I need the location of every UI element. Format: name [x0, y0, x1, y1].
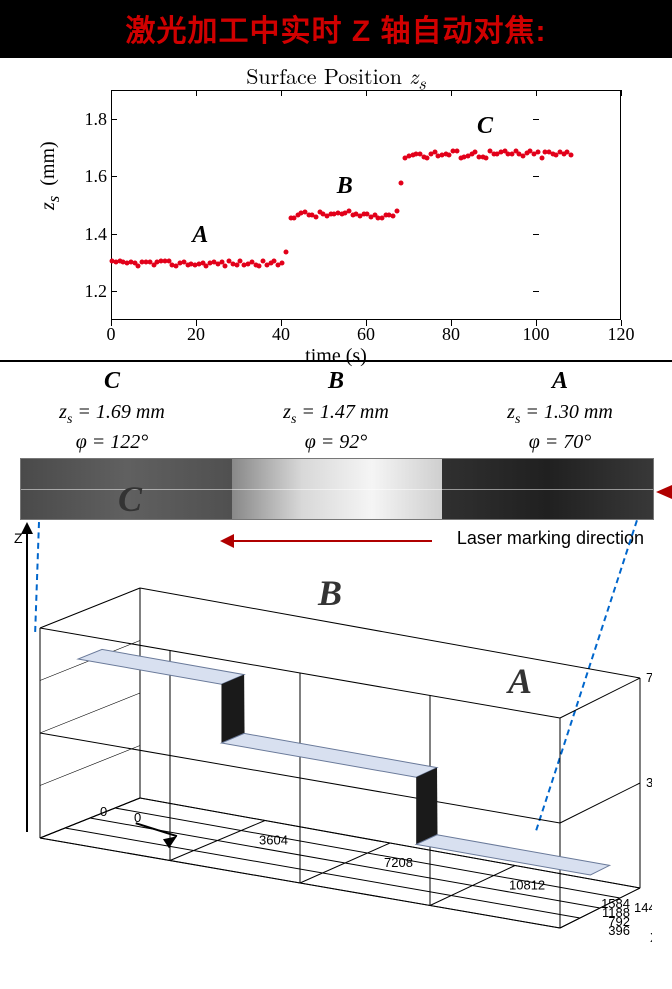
- data-point: [314, 215, 319, 220]
- surface-label-A: A: [508, 660, 532, 702]
- x-tick-label: 40: [261, 324, 301, 345]
- svg-text:7208: 7208: [384, 855, 413, 870]
- y-tick-label: 1.2: [71, 281, 107, 302]
- data-point: [539, 155, 544, 160]
- svg-text:3604: 3604: [259, 833, 288, 848]
- data-point: [569, 152, 574, 157]
- surface-label-B: B: [318, 572, 342, 614]
- y-axis-label: zs (mm): [37, 141, 64, 210]
- micrograph-strip: [20, 458, 654, 520]
- column-labels: Czs = 1.69 mmφ = 122°Bzs = 1.47 mmφ = 92…: [0, 366, 672, 455]
- region-label-A: A: [192, 222, 208, 249]
- laser-direction-arrow-icon: [232, 540, 432, 542]
- data-point: [473, 150, 478, 155]
- plot-area: [111, 90, 621, 320]
- x-tick-label: 60: [346, 324, 386, 345]
- surface-3d-plot: 03604720810812144160384.5769158411887923…: [20, 558, 652, 978]
- laser-trace-line: [21, 489, 653, 490]
- y-tick-label: 1.4: [71, 224, 107, 245]
- data-point: [484, 155, 489, 160]
- svg-text:X: X: [650, 930, 652, 945]
- scatter-chart: Surface Position zs zs (mm) time (s) 1.2…: [41, 60, 631, 360]
- data-point: [399, 181, 404, 186]
- x-tick-label: 120: [601, 324, 641, 345]
- entry-arrow-icon: [656, 485, 672, 499]
- surface-label-C: C: [118, 478, 142, 520]
- x-tick-label: 0: [91, 324, 131, 345]
- data-point: [284, 250, 289, 255]
- column-C: Czs = 1.69 mmφ = 122°: [0, 366, 224, 455]
- bottom-figure: Czs = 1.69 mmφ = 122°Bzs = 1.47 mmφ = 92…: [0, 360, 672, 989]
- svg-text:14416: 14416: [634, 900, 652, 915]
- svg-text:384.5: 384.5: [646, 775, 652, 790]
- column-B: Bzs = 1.47 mmφ = 92°: [224, 366, 448, 455]
- data-point: [234, 263, 239, 268]
- main-title: 激光加工中实时 Z 轴自动对焦:: [126, 15, 547, 48]
- laser-direction-label: Laser marking direction: [457, 528, 644, 549]
- y-tick-label: 1.6: [71, 166, 107, 187]
- data-point: [280, 260, 285, 265]
- region-label-B: B: [337, 173, 353, 200]
- y-tick-label: 1.8: [71, 109, 107, 130]
- data-point: [394, 209, 399, 214]
- region-label-C: C: [477, 113, 493, 140]
- column-A: Azs = 1.30 mmφ = 70°: [448, 366, 672, 455]
- z-axis-label: Z: [14, 530, 23, 546]
- x-tick-label: 20: [176, 324, 216, 345]
- data-point: [535, 149, 540, 154]
- svg-text:10812: 10812: [509, 878, 545, 893]
- svg-text:0: 0: [100, 804, 107, 819]
- svg-text:396: 396: [608, 923, 630, 938]
- x-tick-label: 100: [516, 324, 556, 345]
- data-point: [454, 148, 459, 153]
- page-root: 激光加工中实时 Z 轴自动对焦: Surface Position zs zs …: [0, 0, 672, 989]
- data-point: [391, 214, 396, 219]
- data-point: [223, 263, 228, 268]
- data-point: [257, 264, 262, 269]
- svg-text:769: 769: [646, 670, 652, 685]
- svg-text:0: 0: [134, 810, 141, 825]
- title-bar: 激光加工中实时 Z 轴自动对焦:: [0, 0, 672, 58]
- x-tick-label: 80: [431, 324, 471, 345]
